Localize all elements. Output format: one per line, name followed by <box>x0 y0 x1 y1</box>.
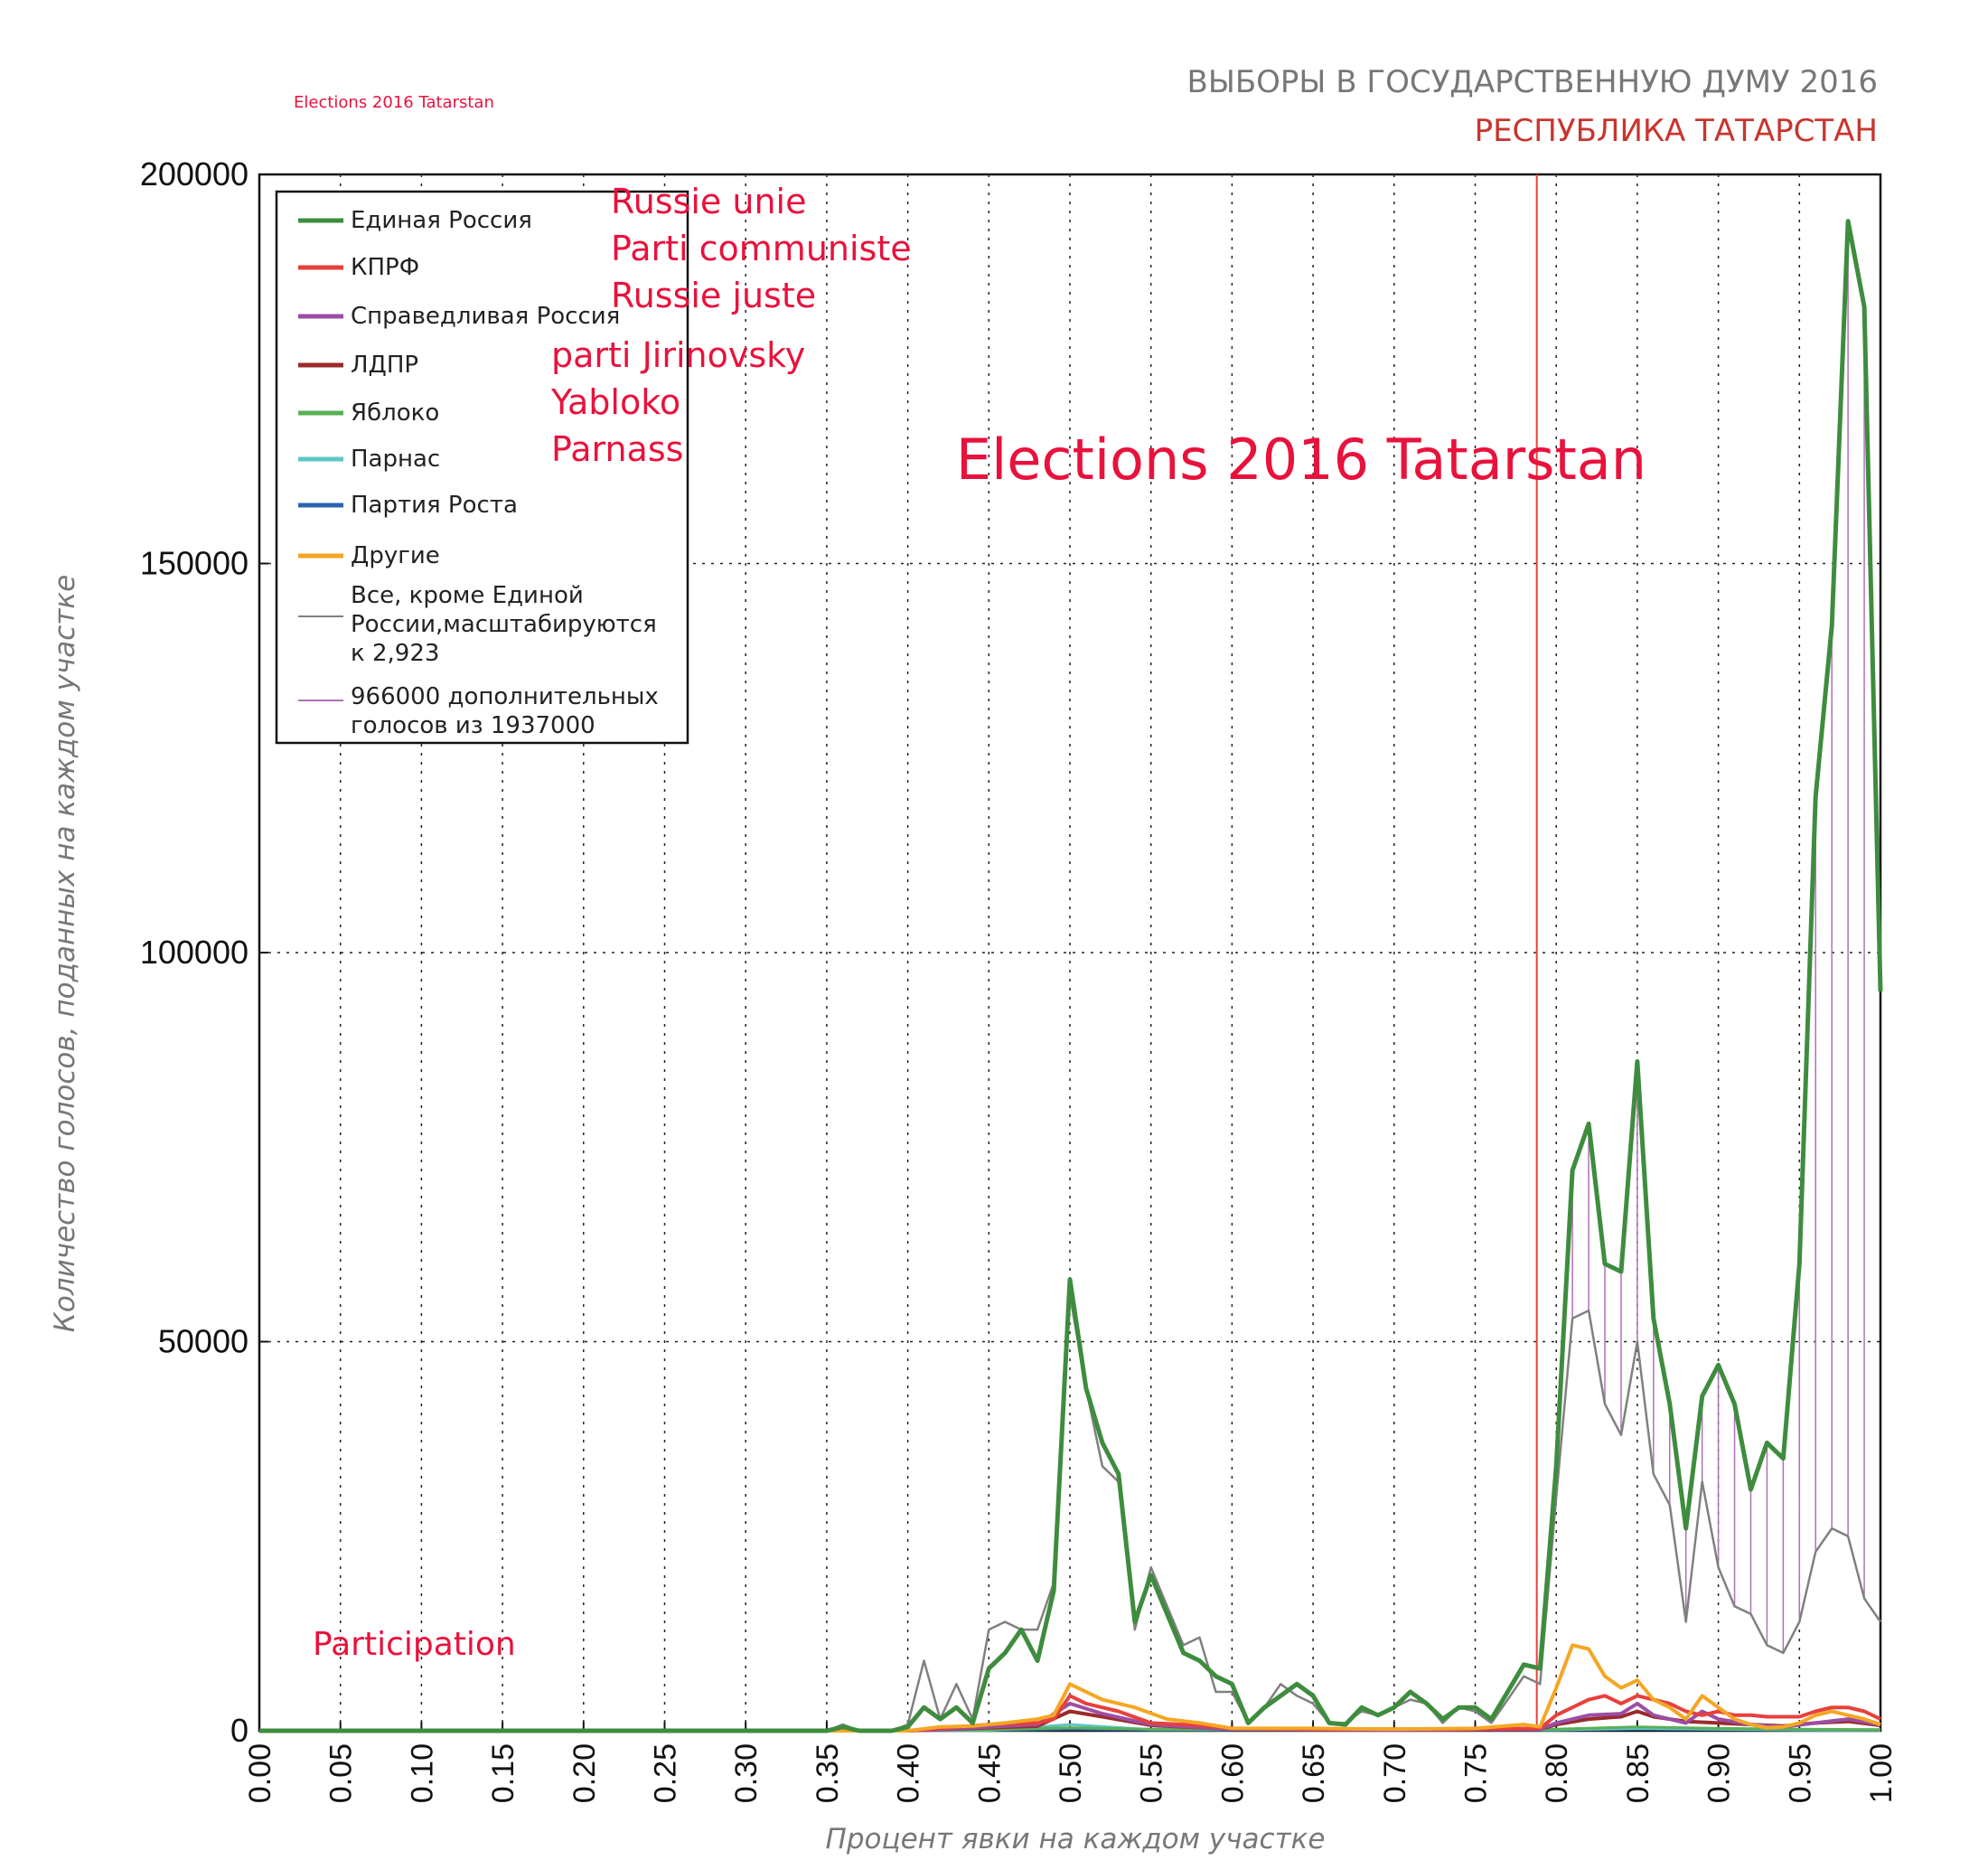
legend-purple-line-1: 966000 дополнительных <box>351 683 659 710</box>
x-tick-label: 0.05 <box>324 1743 359 1803</box>
x-tick-label: 0.40 <box>892 1743 926 1803</box>
y-axis-ticks: 0 50000 100000 150000 200000 <box>140 155 268 1749</box>
x-tick-label: 0.45 <box>972 1743 1007 1803</box>
header-title: ВЫБОРЫ В ГОСУДАРСТВЕННУЮ ДУМУ 2016 <box>1187 64 1879 100</box>
legend-item-label: Парнас <box>351 446 440 473</box>
x-tick-label: 0.00 <box>243 1743 277 1803</box>
y-tick-label: 0 <box>230 1712 248 1749</box>
x-tick-label: 0.20 <box>567 1743 602 1803</box>
y-tick-label: 150000 <box>140 545 248 582</box>
x-tick-label: 0.70 <box>1378 1743 1412 1803</box>
y-tick-label: 200000 <box>140 155 248 193</box>
legend: Единая Россия КПРФ Справедливая Россия ЛДПР… <box>275 190 689 745</box>
x-tick-label: 0.10 <box>405 1743 439 1803</box>
legend-gray-line-2: России,масштабируются <box>351 611 657 638</box>
x-tick-label: 0.15 <box>486 1743 520 1803</box>
translation-6: Parnass <box>551 429 683 469</box>
translation-4: parti Jirinovsky <box>551 335 805 375</box>
translation-3: Russie juste <box>611 276 816 315</box>
y-tick-label: 50000 <box>158 1323 248 1360</box>
legend-gray-line-1: Все, кроме Единой <box>351 582 584 609</box>
participation-annotation: Participation <box>313 1626 516 1663</box>
legend-item-label: Партия Роста <box>351 492 518 519</box>
x-tick-label: 0.95 <box>1783 1743 1817 1803</box>
grid-lines <box>259 174 1880 1731</box>
x-tick-label: 0.30 <box>729 1743 764 1803</box>
series-line <box>259 1694 1881 1733</box>
legend-item-label: Другие <box>351 542 440 569</box>
translation-1: Russie unie <box>611 182 807 221</box>
legend-item-label: ЛДПР <box>351 352 418 379</box>
x-tick-label: 1.00 <box>1864 1743 1899 1803</box>
x-tick-label: 0.50 <box>1054 1743 1088 1803</box>
y-tick-label: 100000 <box>140 934 248 971</box>
x-tick-label: 0.65 <box>1297 1743 1331 1803</box>
x-tick-label: 0.55 <box>1135 1743 1169 1803</box>
legend-item-label: Единая Россия <box>351 207 532 234</box>
legend-item-label: Справедливая Россия <box>351 303 620 330</box>
legend-purple-line-2: голосов из 1937000 <box>351 712 595 739</box>
series-lines <box>258 219 1883 1733</box>
header-subtitle: РЕСПУБЛИКА ТАТАРСТАН <box>1475 113 1878 149</box>
x-tick-label: 0.80 <box>1540 1743 1574 1803</box>
legend-gray-line-3: к 2,923 <box>351 640 439 667</box>
x-axis-ticks: 0.00 0.05 0.10 0.15 0.20 0.25 0.30 0.35 0.40 0.45… <box>243 1722 1899 1803</box>
legend-item-label: Яблоко <box>351 399 439 427</box>
legend-item-label: КПРФ <box>351 254 419 281</box>
x-tick-label: 0.25 <box>649 1743 683 1803</box>
x-tick-label: 0.60 <box>1215 1743 1250 1803</box>
translation-5: Yabloko <box>550 382 680 422</box>
series-line <box>259 1643 1881 1733</box>
translation-2: Parti communiste <box>611 229 912 268</box>
small-caption: Elections 2016 Tatarstan <box>294 93 494 112</box>
series-line <box>259 219 1883 1733</box>
big-title-annotation: Elections 2016 Tatarstan <box>956 427 1646 493</box>
y-axis-label: Количество голосов, поданных на каждом у… <box>49 575 81 1332</box>
x-tick-label: 0.35 <box>811 1743 845 1803</box>
x-tick-label: 0.85 <box>1621 1743 1655 1803</box>
legend-box <box>275 190 689 745</box>
x-tick-label: 0.90 <box>1702 1743 1737 1803</box>
x-tick-label: 0.75 <box>1459 1743 1494 1803</box>
x-axis-label: Процент явки на каждом участке <box>826 1823 1326 1855</box>
